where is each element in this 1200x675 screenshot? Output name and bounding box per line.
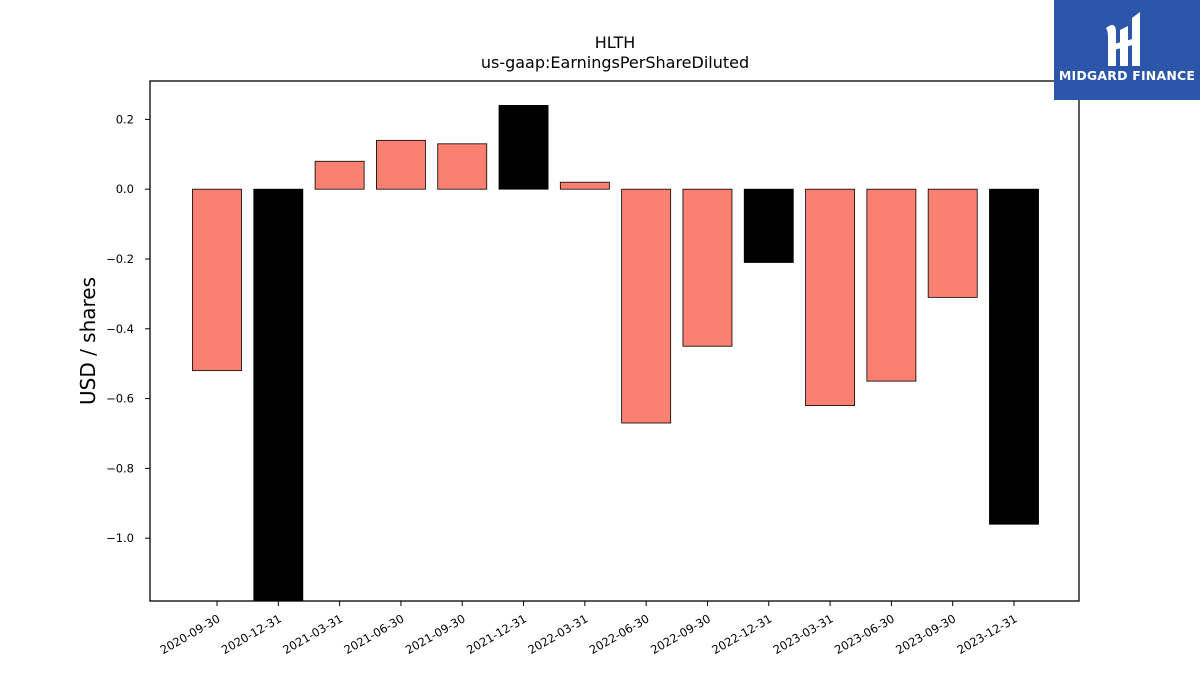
x-tick-label: 2021-09-30 bbox=[403, 611, 468, 657]
bar-2023-06-30 bbox=[866, 188, 917, 382]
y-tick-label: −0.2 bbox=[106, 252, 134, 266]
y-axis-label: USD / shares bbox=[76, 277, 100, 405]
x-tick-label: 2021-12-31 bbox=[464, 611, 529, 657]
bar-2022-06-30 bbox=[621, 188, 672, 424]
x-tick-label: 2023-12-31 bbox=[955, 611, 1020, 657]
chart-title: HLTH bbox=[595, 33, 636, 52]
bar-2021-06-30 bbox=[375, 139, 426, 190]
y-axis: 0.2 0.0 −0.2 −0.4 −0.6 −0.8 −1.0 bbox=[106, 112, 150, 545]
x-tick-label: 2022-12-31 bbox=[709, 611, 774, 657]
bar-2022-12-31 bbox=[743, 188, 794, 263]
x-tick-label: 2023-09-30 bbox=[893, 611, 958, 657]
bar-2023-12-31 bbox=[989, 188, 1039, 525]
bar-2021-12-31 bbox=[498, 105, 549, 190]
y-tick-label: −1.0 bbox=[106, 531, 134, 545]
y-tick-label: −0.6 bbox=[106, 392, 134, 406]
x-tick-label: 2023-06-30 bbox=[832, 611, 897, 657]
x-tick-label: 2020-09-30 bbox=[158, 611, 223, 657]
y-tick-label: −0.8 bbox=[106, 461, 134, 475]
x-tick-label: 2021-06-30 bbox=[342, 611, 407, 657]
x-tick-label: 2020-12-31 bbox=[219, 611, 284, 657]
x-axis: 2020-09-302020-12-312021-03-312021-06-30… bbox=[158, 601, 1020, 657]
y-tick-label: 0.2 bbox=[116, 112, 134, 126]
bar-2023-09-30 bbox=[927, 188, 978, 298]
midgard-logo-icon bbox=[1106, 12, 1140, 66]
bar-2020-12-31 bbox=[253, 188, 304, 602]
bar-2022-03-31 bbox=[559, 181, 610, 190]
x-tick-label: 2023-03-31 bbox=[771, 611, 836, 657]
bar-2021-09-30 bbox=[437, 143, 488, 190]
bar-2020-09-30 bbox=[192, 188, 242, 372]
x-tick-label: 2022-03-31 bbox=[525, 611, 590, 657]
plot-frame bbox=[149, 80, 1080, 602]
bar-2022-09-30 bbox=[682, 188, 733, 347]
bar-2021-03-31 bbox=[314, 160, 365, 190]
x-tick-label: 2021-03-31 bbox=[280, 611, 345, 657]
chart-subtitle: us-gaap:EarningsPerShareDiluted bbox=[481, 53, 749, 72]
x-tick-label: 2022-06-30 bbox=[587, 611, 652, 657]
y-tick-label: −0.4 bbox=[106, 322, 134, 336]
x-tick-label: 2022-09-30 bbox=[648, 611, 713, 657]
brand-logo: MIDGARD FINANCE bbox=[1054, 0, 1200, 100]
brand-name: MIDGARD FINANCE bbox=[1058, 68, 1196, 83]
bars-group bbox=[192, 105, 1039, 602]
bar-2023-03-31 bbox=[805, 188, 855, 406]
y-tick-label: 0.0 bbox=[116, 182, 134, 196]
